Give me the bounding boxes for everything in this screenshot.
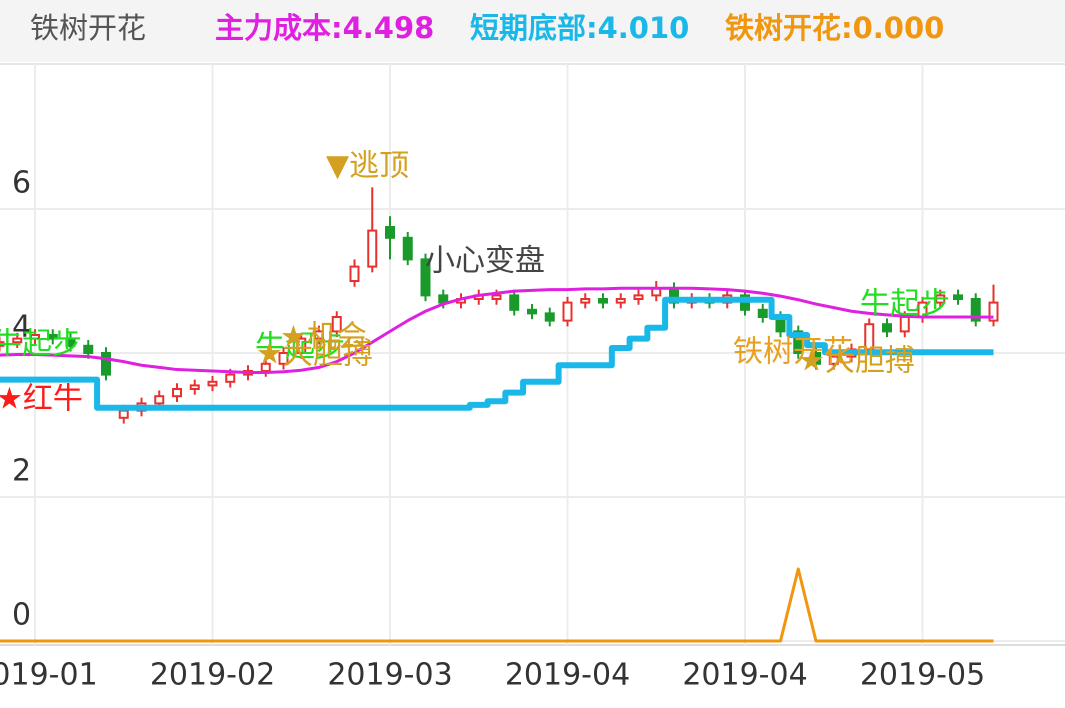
signal-label: ★红牛 xyxy=(0,382,83,417)
candles xyxy=(0,187,999,424)
candle-body xyxy=(491,294,502,300)
signal-label: 铁树开花 xyxy=(733,335,853,370)
candle-body xyxy=(793,330,804,354)
signal-label: ★大胆搏 xyxy=(798,344,915,379)
candle-body xyxy=(757,308,768,318)
candle-body xyxy=(882,323,892,333)
candle-body xyxy=(331,316,342,333)
candle-body xyxy=(953,294,963,300)
candle-body xyxy=(314,330,324,340)
candle-body xyxy=(367,229,378,268)
x-tick-label: 2019-02 xyxy=(150,658,275,693)
y-tick-label: 0 xyxy=(12,598,31,633)
candle-body xyxy=(935,294,946,304)
candle-body xyxy=(0,341,5,347)
x-tick-label: 2019-03 xyxy=(327,658,452,693)
signal-label: 牛起步 xyxy=(0,327,82,362)
y-tick-label: 2 xyxy=(12,454,31,489)
candle-body xyxy=(47,334,58,340)
signal-label: 牛起步 xyxy=(860,287,950,322)
tieshu-value: 铁树开花:0.000 xyxy=(725,11,944,45)
candle-body xyxy=(420,258,431,297)
candle-body xyxy=(970,298,981,322)
candle-body xyxy=(207,380,218,387)
signal-label: 牛起步 xyxy=(255,330,345,365)
candle-body xyxy=(615,298,626,304)
candle-body xyxy=(598,298,608,304)
candle-body xyxy=(12,337,23,344)
indicator-line xyxy=(0,286,994,374)
candle-body xyxy=(828,355,839,365)
candle-body xyxy=(527,308,537,315)
candle-body xyxy=(118,409,129,419)
candle-body xyxy=(438,294,449,304)
y-tick-label: 6 xyxy=(12,166,31,201)
candle-body xyxy=(562,301,573,322)
short-bottom: 短期底部:4.010 xyxy=(470,11,689,45)
candle-body xyxy=(65,337,76,347)
x-tick-label: 2019-04 xyxy=(682,658,807,693)
indicator-name: 铁树开花 xyxy=(30,11,146,45)
candle-body xyxy=(189,384,200,390)
indicator-line xyxy=(0,567,994,643)
signal-label: ▼逃顶 xyxy=(326,149,409,184)
candle-body xyxy=(225,373,236,383)
candle-body xyxy=(349,265,360,283)
candle-body xyxy=(811,352,821,365)
x-tick-label: 2019-05 xyxy=(860,658,985,693)
candle-body xyxy=(402,236,413,261)
candle-body xyxy=(385,226,395,239)
candle-body xyxy=(154,395,165,405)
candle-body xyxy=(580,298,591,304)
candle-body xyxy=(30,334,40,340)
candle-body xyxy=(101,352,111,376)
candle-body xyxy=(988,301,999,322)
candle-body xyxy=(172,388,182,398)
signal-label: ★大胆搏 xyxy=(256,337,373,372)
candle-body xyxy=(509,294,520,311)
header-bar xyxy=(0,0,1065,62)
indicator-line xyxy=(0,296,994,411)
main-cost: 主力成本:4.498 xyxy=(215,11,434,45)
candle-body xyxy=(278,352,289,365)
signal-label: 小心变盘 xyxy=(425,244,545,279)
candle-body xyxy=(83,344,94,354)
signal-label: ★机会 xyxy=(280,320,367,355)
x-tick-label: 2019-04 xyxy=(505,658,630,693)
candle-body xyxy=(633,294,644,300)
candle-body xyxy=(544,312,555,322)
candle-body xyxy=(296,337,307,355)
x-tick-label: 2019-01 xyxy=(0,658,98,693)
